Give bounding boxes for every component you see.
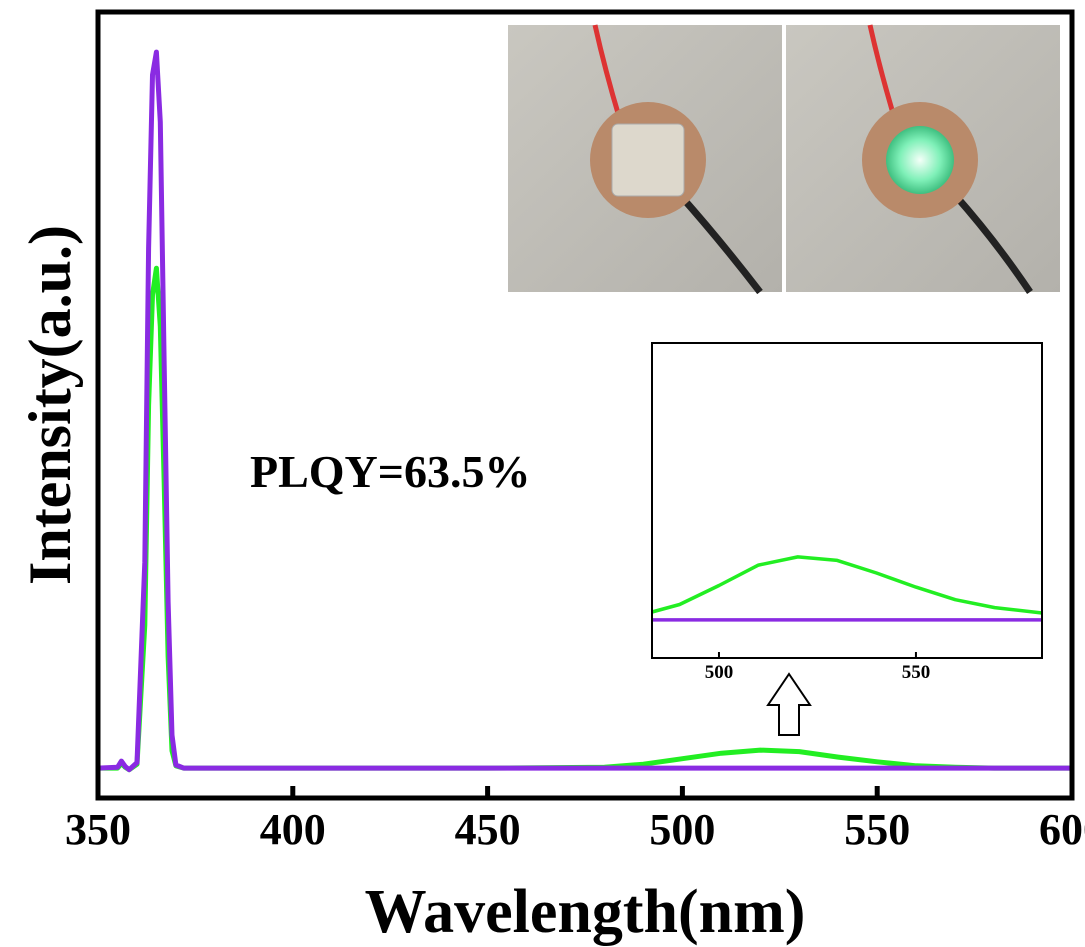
x-tick-label: 400 (260, 805, 326, 854)
x-tick-label: 600 (1039, 805, 1085, 854)
x-tick-label: 550 (844, 805, 910, 854)
x-tick-label: 350 (65, 805, 131, 854)
x-tick-label: 450 (455, 805, 521, 854)
x-axis-label: Wavelength(nm) (365, 878, 806, 946)
inset-background (652, 343, 1042, 658)
y-axis-label: Intensity(a.u.) (17, 225, 83, 585)
x-tick-label: 500 (649, 805, 715, 854)
chart: 350 400 450 500 550 600 Wavelength(nm) Intensit… (0, 0, 1085, 947)
annotation: PLQY=63.5% (250, 446, 531, 497)
x-tick-label: 550 (902, 662, 931, 683)
x-tick-label: 500 (705, 662, 734, 683)
arrow (768, 674, 810, 735)
led-photos (508, 25, 1060, 292)
